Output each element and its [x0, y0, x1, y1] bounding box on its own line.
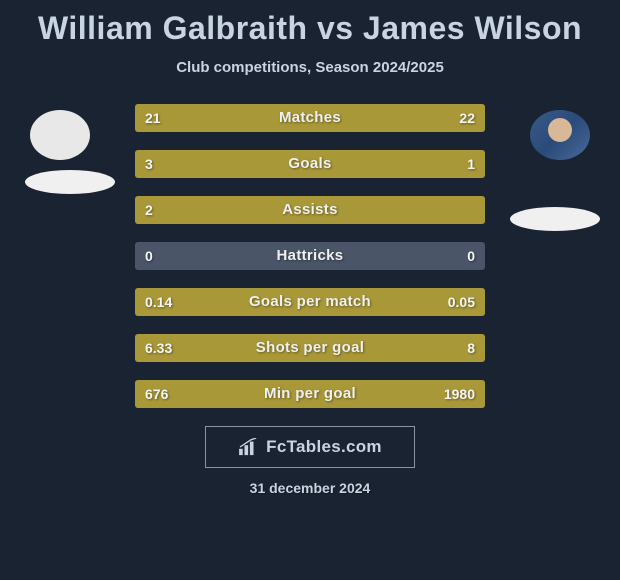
stat-row: Hattricks0 0: [135, 242, 485, 270]
stat-row: Goals per match0.14 0.05: [135, 288, 485, 316]
stat-rows: Matches21 22 Goals3 1 Assists2 Hattricks0 0 Goa…: [135, 104, 485, 408]
stat-value-right: 1: [467, 150, 475, 178]
stat-value-left: 2: [145, 196, 153, 224]
stat-row: Shots per goal6.33 8: [135, 334, 485, 362]
stat-row: Min per goal676 1980: [135, 380, 485, 408]
stat-label: Goals: [135, 150, 485, 178]
stat-value-left: 21: [145, 104, 161, 132]
chart-icon: [238, 438, 260, 456]
player-right-badge: [510, 207, 600, 231]
stat-row: Goals3 1: [135, 150, 485, 178]
stat-row: Matches21 22: [135, 104, 485, 132]
stat-label: Matches: [135, 104, 485, 132]
stat-value-right: 8: [467, 334, 475, 362]
stat-label: Shots per goal: [135, 334, 485, 362]
source-logo: FcTables.com: [205, 426, 415, 468]
logo-text: FcTables.com: [266, 437, 382, 457]
stat-value-right: 22: [459, 104, 475, 132]
player-right-avatar: [530, 110, 590, 160]
stat-label: Assists: [135, 196, 485, 224]
stat-value-left: 0.14: [145, 288, 172, 316]
stat-value-right: 0: [467, 242, 475, 270]
stats-area: Matches21 22 Goals3 1 Assists2 Hattricks0 0 Goa…: [0, 104, 620, 408]
player-left-badge: [25, 170, 115, 194]
player-left-avatar: [30, 110, 90, 160]
stat-label: Min per goal: [135, 380, 485, 408]
stat-value-left: 6.33: [145, 334, 172, 362]
stat-label: Hattricks: [135, 242, 485, 270]
stat-label: Goals per match: [135, 288, 485, 316]
subtitle: Club competitions, Season 2024/2025: [0, 59, 620, 76]
stat-row: Assists2: [135, 196, 485, 224]
stat-value-left: 676: [145, 380, 168, 408]
stat-value-right: 0.05: [448, 288, 475, 316]
page-title: William Galbraith vs James Wilson: [0, 0, 620, 47]
stat-value-left: 3: [145, 150, 153, 178]
date-text: 31 december 2024: [0, 480, 620, 496]
stat-value-left: 0: [145, 242, 153, 270]
stat-value-right: 1980: [444, 380, 475, 408]
